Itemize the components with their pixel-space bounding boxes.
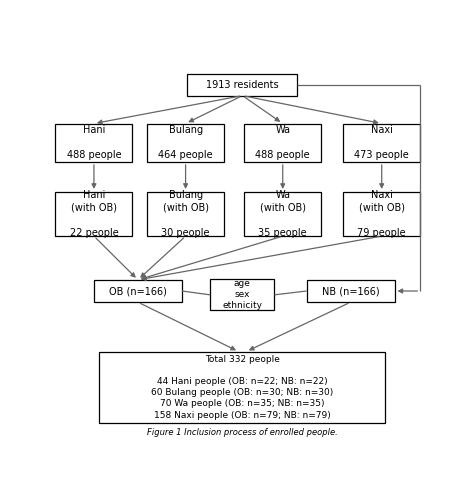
- Text: Naxi

473 people: Naxi 473 people: [354, 126, 409, 160]
- FancyBboxPatch shape: [99, 352, 385, 423]
- Text: OB (n=166): OB (n=166): [109, 286, 167, 296]
- FancyBboxPatch shape: [343, 124, 420, 162]
- Text: 1913 residents: 1913 residents: [206, 80, 279, 90]
- Text: Hani

488 people: Hani 488 people: [67, 126, 121, 160]
- Text: Wa
(with OB)

35 people: Wa (with OB) 35 people: [258, 190, 307, 238]
- Text: Hani
(with OB)

22 people: Hani (with OB) 22 people: [70, 190, 118, 238]
- Text: Bulang
(with OB)

30 people: Bulang (with OB) 30 people: [161, 190, 210, 238]
- Text: Bulang

464 people: Bulang 464 people: [158, 126, 213, 160]
- Text: age
sex
ethnicity: age sex ethnicity: [222, 279, 263, 310]
- FancyBboxPatch shape: [55, 192, 132, 236]
- Text: Wa

488 people: Wa 488 people: [255, 126, 310, 160]
- Text: Figure 1 Inclusion process of enrolled people.: Figure 1 Inclusion process of enrolled p…: [147, 428, 338, 436]
- FancyBboxPatch shape: [244, 192, 321, 236]
- FancyBboxPatch shape: [187, 74, 298, 96]
- Text: Total 332 people

44 Hani people (OB: n=22; NB: n=22)
60 Bulang people (OB: n=30: Total 332 people 44 Hani people (OB: n=2…: [151, 355, 333, 420]
- FancyBboxPatch shape: [147, 192, 224, 236]
- FancyBboxPatch shape: [210, 280, 274, 310]
- Text: Naxi
(with OB)

79 people: Naxi (with OB) 79 people: [358, 190, 406, 238]
- FancyBboxPatch shape: [244, 124, 321, 162]
- Text: NB (n=166): NB (n=166): [322, 286, 379, 296]
- FancyBboxPatch shape: [94, 280, 182, 302]
- FancyBboxPatch shape: [55, 124, 132, 162]
- FancyBboxPatch shape: [343, 192, 420, 236]
- FancyBboxPatch shape: [147, 124, 224, 162]
- FancyBboxPatch shape: [307, 280, 394, 302]
